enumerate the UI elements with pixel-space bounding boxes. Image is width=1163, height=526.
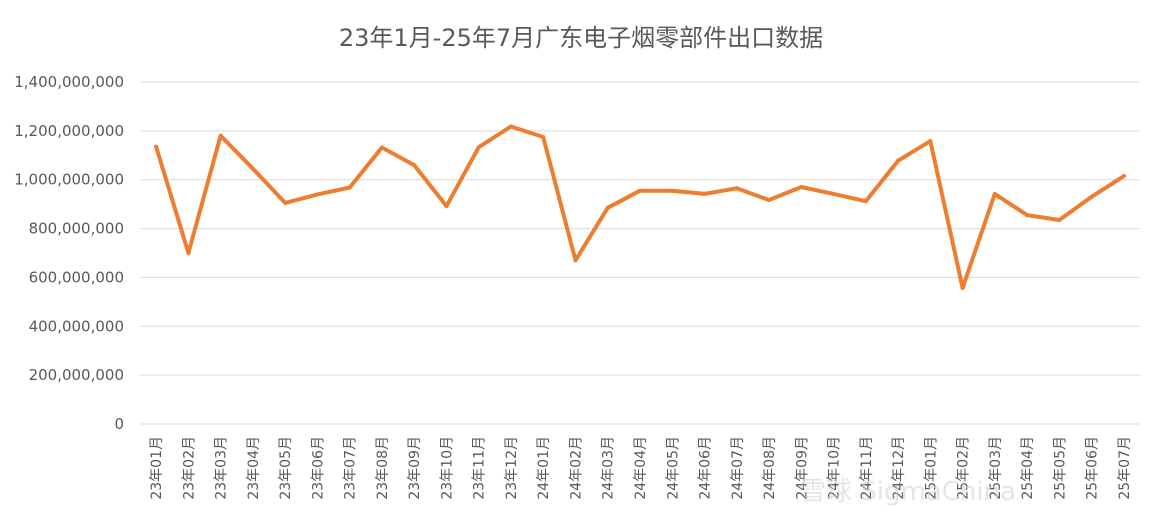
x-tick-label: 25年04月: [1020, 436, 1036, 500]
data-point: [1121, 174, 1126, 179]
data-point: [831, 191, 836, 196]
data-point: [315, 192, 320, 197]
data-point: [573, 258, 578, 263]
data-point: [541, 134, 546, 139]
x-tick-label: 25年02月: [956, 436, 972, 500]
x-tick-label: 24年04月: [633, 436, 649, 500]
data-point: [250, 166, 255, 171]
x-tick-label: 24年08月: [762, 436, 778, 500]
watermark: 雪球 SigmaChina: [800, 477, 1016, 507]
data-point: [638, 188, 642, 193]
gridlines: [140, 81, 1140, 425]
data-point: [283, 200, 288, 205]
data-point: [1089, 194, 1094, 199]
x-tick-label: 25年06月: [1085, 436, 1101, 500]
data-point: [218, 133, 223, 138]
x-tick-label: 25年03月: [988, 436, 1004, 500]
x-tick-label: 24年09月: [794, 436, 810, 500]
data-point: [444, 204, 449, 209]
x-tick-label: 23年06月: [310, 436, 326, 500]
x-tick-label: 23年05月: [278, 436, 294, 500]
data-point: [186, 251, 191, 255]
x-tick-label: 25年07月: [1117, 436, 1133, 500]
data-point: [508, 124, 513, 129]
data-point: [1025, 213, 1030, 218]
x-tick-label: 23年09月: [407, 436, 423, 500]
data-point: [670, 188, 675, 193]
data-point: [154, 144, 159, 149]
y-tick-label: 600,000,000: [29, 268, 124, 286]
data-point: [347, 185, 352, 190]
data-point: [702, 191, 707, 196]
y-tick-label: 1,200,000,000: [14, 122, 124, 140]
x-tick-label: 24年02月: [568, 436, 584, 500]
x-tick-label: 23年04月: [246, 436, 262, 500]
x-tick-label: 24年06月: [698, 436, 714, 500]
x-tick-label: 24年12月: [891, 436, 907, 500]
data-point: [412, 163, 417, 168]
data-point: [896, 158, 901, 163]
data-point: [734, 186, 739, 191]
x-tick-label: 24年07月: [730, 436, 746, 500]
x-tick-label: 23年02月: [181, 436, 197, 500]
x-tick-label: 24年03月: [601, 436, 617, 500]
y-tick-label: 800,000,000: [29, 220, 124, 238]
series-group: [154, 124, 1126, 290]
data-point: [605, 205, 610, 210]
y-tick-label: 1,400,000,000: [14, 73, 124, 91]
x-tick-label: 24年01月: [536, 436, 552, 500]
y-tick-label: 400,000,000: [29, 317, 124, 335]
y-tick-label: 200,000,000: [29, 366, 124, 384]
x-tick-label: 24年11月: [859, 436, 875, 500]
x-tick-label: 25年05月: [1052, 436, 1068, 500]
data-point: [1057, 218, 1062, 223]
y-tick-label: 0: [114, 415, 124, 433]
x-tick-label: 24年10月: [827, 436, 843, 500]
series-line: [154, 124, 1126, 290]
y-axis-tick-labels: 0 200,000,000 400,000,000 600,000,000 800,00…: [14, 73, 124, 433]
data-point: [992, 191, 997, 196]
data-point: [960, 285, 965, 290]
x-tick-label: 23年11月: [472, 436, 488, 500]
data-point: [379, 145, 384, 150]
data-point: [476, 145, 481, 150]
x-axis-tick-labels: 23年01月 23年02月 23年03月 23年04月 23年05月 23年06月 23年0…: [149, 436, 1133, 500]
x-tick-label: 24年05月: [665, 436, 681, 500]
chart-title: 23年1月-25年7月广东电子烟零部件出口数据: [339, 24, 823, 52]
data-point: [863, 199, 868, 204]
x-tick-label: 25年01月: [923, 436, 939, 500]
data-point: [767, 197, 772, 202]
x-tick-label: 23年10月: [439, 436, 455, 500]
x-tick-label: 23年08月: [375, 436, 391, 500]
x-tick-label: 23年12月: [504, 436, 520, 500]
data-point: [799, 185, 804, 190]
y-tick-label: 1,000,000,000: [14, 171, 124, 189]
data-point: [928, 139, 933, 144]
x-tick-label: 23年07月: [343, 436, 359, 500]
x-tick-label: 23年01月: [149, 436, 165, 500]
x-tick-label: 23年03月: [214, 436, 230, 500]
